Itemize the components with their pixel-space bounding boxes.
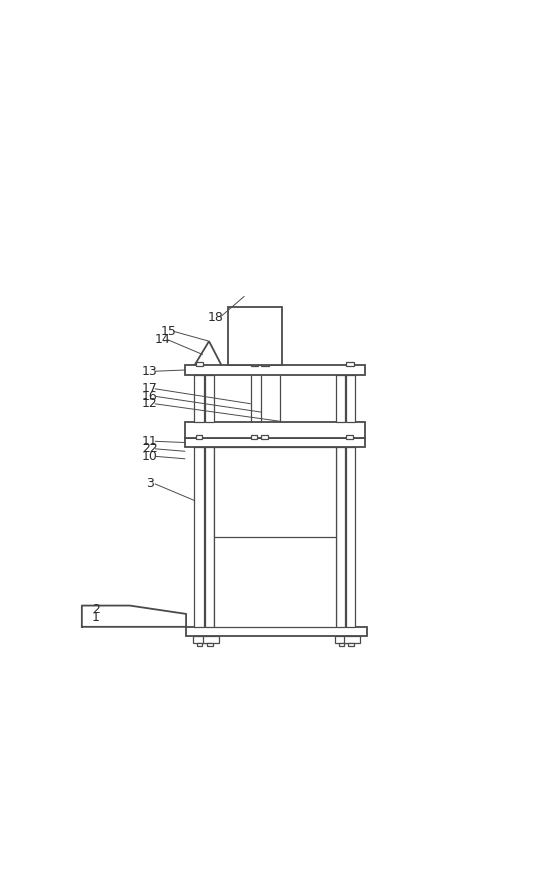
Bar: [186, 627, 367, 636]
Text: 10: 10: [142, 450, 158, 463]
Text: 11: 11: [142, 434, 158, 448]
Text: 22: 22: [142, 442, 158, 455]
Text: 14: 14: [154, 333, 170, 346]
Text: 16: 16: [142, 390, 158, 403]
Bar: [194, 375, 203, 422]
Bar: [196, 362, 203, 367]
Bar: [336, 375, 345, 422]
Bar: [193, 636, 209, 642]
Bar: [261, 362, 268, 367]
Bar: [196, 435, 202, 439]
Text: 12: 12: [142, 397, 158, 410]
Bar: [185, 438, 365, 447]
Bar: [197, 642, 202, 646]
Text: 3: 3: [146, 477, 154, 491]
Bar: [336, 447, 345, 627]
Text: 1: 1: [91, 611, 100, 624]
Text: 18: 18: [207, 310, 223, 324]
Bar: [214, 447, 336, 627]
Text: 15: 15: [160, 325, 176, 338]
Bar: [346, 362, 353, 367]
Bar: [185, 422, 365, 438]
Bar: [339, 642, 344, 646]
Text: 17: 17: [142, 383, 158, 395]
Bar: [203, 636, 219, 642]
Bar: [185, 366, 365, 375]
Text: 13: 13: [142, 365, 158, 377]
Bar: [348, 642, 353, 646]
Text: 2: 2: [91, 603, 100, 616]
Bar: [228, 307, 282, 366]
Bar: [335, 636, 350, 642]
Bar: [344, 636, 360, 642]
Bar: [251, 362, 258, 367]
Bar: [205, 375, 214, 422]
Bar: [251, 435, 257, 439]
Bar: [346, 447, 355, 627]
Polygon shape: [82, 606, 186, 627]
Bar: [205, 447, 214, 627]
Bar: [261, 435, 268, 439]
Bar: [346, 435, 353, 439]
Bar: [194, 447, 203, 627]
Bar: [207, 642, 213, 646]
Bar: [346, 375, 355, 422]
